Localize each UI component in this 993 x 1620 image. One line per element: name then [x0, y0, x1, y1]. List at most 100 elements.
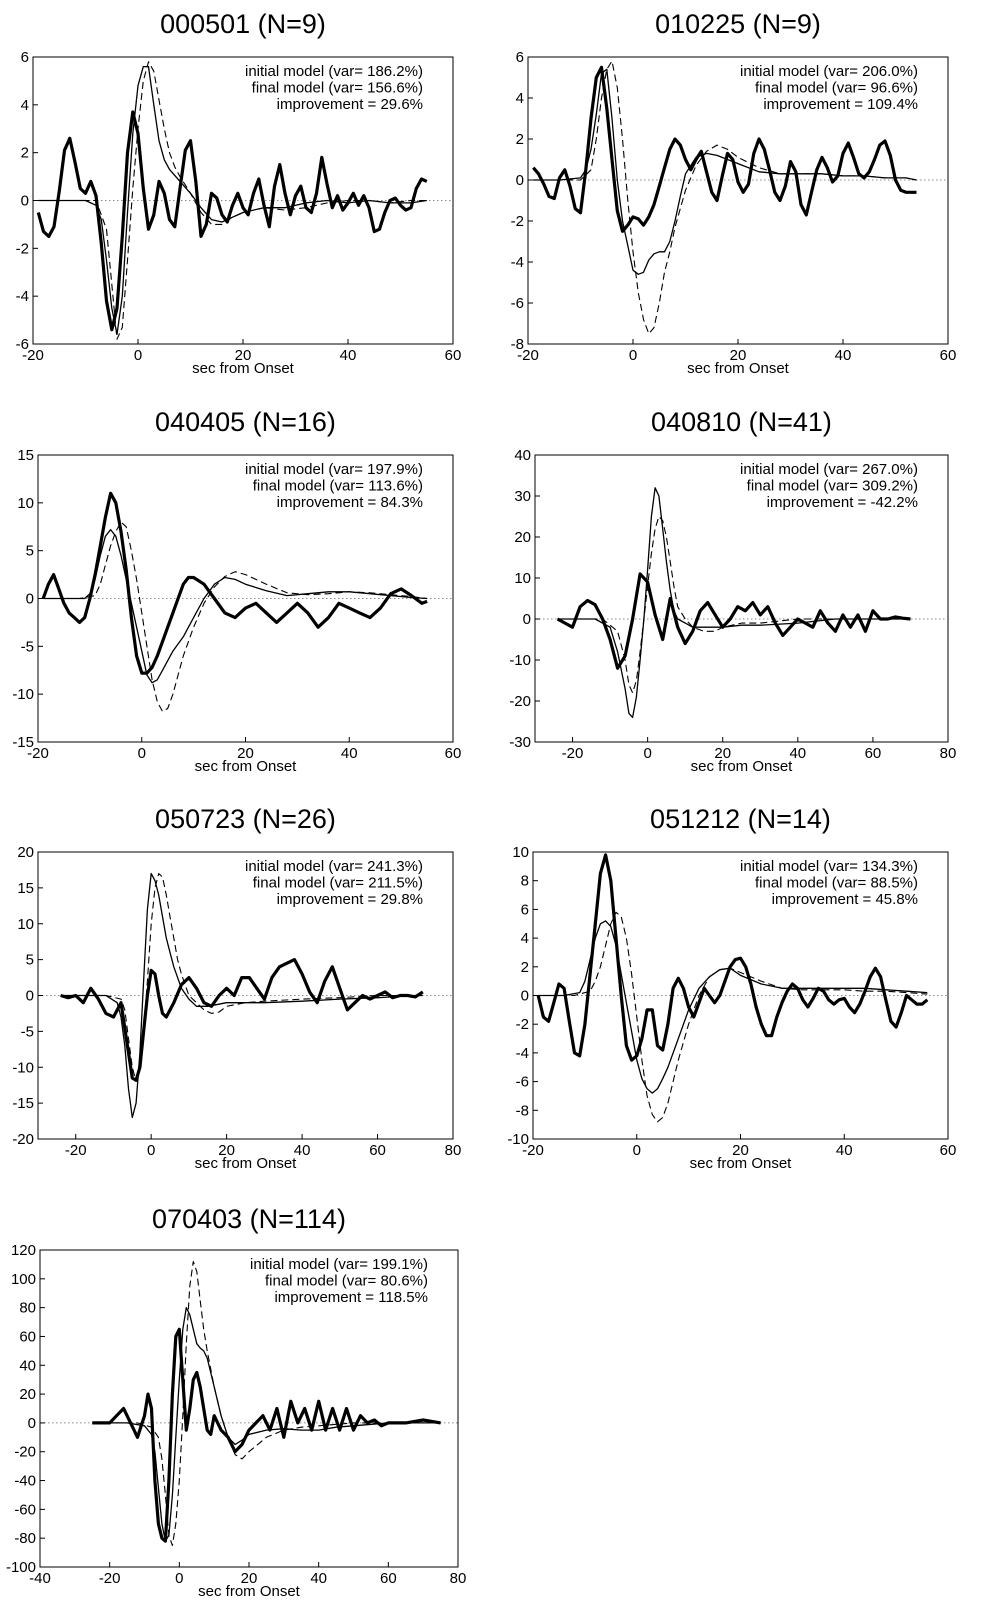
panel-051212: 051212 (N=14) -10 -8 -6 -4 -2 0 2 4 6 8 10 -20 0 20 40 6…: [495, 795, 965, 1195]
series-line-dashed: [557, 515, 911, 694]
y-tick-label: 2: [516, 131, 524, 148]
y-tick-label: 4: [516, 90, 524, 107]
y-tick-label: 40: [514, 447, 531, 464]
series-line-thin: [38, 65, 427, 336]
model-annotation: improvement = 109.4%: [763, 96, 918, 113]
x-tick-label: 0: [147, 1142, 155, 1159]
y-tick-label: 20: [19, 1386, 36, 1403]
chart-040405: 040405 (N=16) -15 -10 -5 0 5 10 15 -20 0 20 40 60 sec…: [12, 407, 461, 775]
y-tick-label: 5: [26, 543, 34, 560]
series-line-dashed: [92, 1260, 441, 1546]
y-tick-label: -6: [16, 336, 29, 353]
y-tick-label: -20: [14, 1444, 36, 1461]
model-annotation: initial model (var= 134.3%): [740, 858, 918, 875]
y-tick-label: -20: [12, 1131, 34, 1148]
y-tick-label: -4: [516, 1045, 529, 1062]
x-tick-label: -20: [562, 745, 584, 762]
y-tick-label: -100: [6, 1559, 36, 1576]
y-tick-label: 8: [521, 873, 529, 890]
x-tick-label: 40: [310, 1570, 327, 1587]
y-tick-label: -10: [12, 1059, 34, 1076]
y-tick-label: -5: [21, 1023, 34, 1040]
x-tick-label: 20: [241, 1570, 258, 1587]
x-tick-label: 20: [730, 347, 747, 364]
y-tick-label: 0: [26, 591, 34, 608]
model-annotation: improvement = -42.2%: [767, 494, 918, 511]
model-annotation: initial model (var= 197.9%): [245, 461, 423, 478]
chart-070403: 070403 (N=114) -100 -80 -60 -40 -20 0 20 40 60 80 1…: [6, 1204, 466, 1600]
y-tick-label: 10: [514, 570, 531, 587]
x-tick-label: 0: [175, 1570, 183, 1587]
y-tick-label: 10: [17, 495, 34, 512]
x-tick-label: -20: [517, 347, 539, 364]
y-tick-label: 10: [17, 916, 34, 933]
model-annotation: final model (var= 211.5%): [253, 875, 423, 892]
y-tick-label: 100: [11, 1271, 36, 1288]
series-line-dashed: [60, 872, 423, 1083]
panel-050723: 050723 (N=26) -20 -15 -10 -5 0 5 10 15 20 -20 0 20 40…: [0, 795, 470, 1195]
x-tick-label: 40: [341, 745, 358, 762]
y-tick-label: 6: [516, 49, 524, 66]
y-tick-label: -10: [507, 1131, 529, 1148]
y-tick-label: -10: [12, 686, 34, 703]
x-tick-label: 60: [369, 1142, 386, 1159]
y-tick-label: 0: [523, 611, 531, 628]
plot-frame: [534, 454, 949, 743]
model-annotation: initial model (var= 267.0%): [740, 461, 918, 478]
x-axis-label: sec from Onset: [192, 360, 295, 377]
x-tick-label: 40: [835, 347, 852, 364]
y-tick-label: 4: [521, 930, 529, 947]
series-line-thin: [43, 528, 428, 684]
x-axis-label: sec from Onset: [691, 758, 794, 775]
y-tick-label: 15: [17, 880, 34, 897]
model-annotation: final model (var= 113.6%): [253, 478, 423, 495]
x-tick-label: 60: [940, 347, 957, 364]
y-tick-label: -15: [12, 734, 34, 751]
model-annotation: initial model (var= 241.3%): [245, 858, 423, 875]
series-line-thin: [533, 68, 917, 275]
model-annotation: improvement = 118.5%: [274, 1289, 428, 1306]
x-tick-label: -20: [522, 1142, 544, 1159]
y-tick-label: 2: [21, 145, 29, 162]
x-tick-label: -40: [29, 1570, 51, 1587]
chart-040810: 040810 (N=41) -30 -20 -10 0 10 20 30 40 -20 0 20 40 6…: [509, 407, 956, 775]
x-tick-label: 40: [294, 1142, 311, 1159]
panel-040810: 040810 (N=41) -30 -20 -10 0 10 20 30 40 -20 0 20 40 6…: [495, 398, 965, 798]
y-tick-label: 4: [21, 97, 29, 114]
series-line-dashed: [533, 60, 917, 335]
series-line-thick: [536, 853, 929, 1062]
chart-title: 040810 (N=41): [651, 407, 832, 437]
series-line-dashed: [43, 521, 428, 712]
x-tick-label: 0: [643, 745, 651, 762]
y-tick-label: 0: [21, 193, 29, 210]
y-tick-label: 6: [521, 901, 529, 918]
model-annotation: improvement = 29.8%: [277, 891, 423, 908]
x-tick-label: -20: [99, 1570, 121, 1587]
y-tick-label: -6: [511, 295, 524, 312]
series-line-thick: [41, 491, 428, 675]
y-tick-label: -40: [14, 1473, 36, 1490]
series-line-thin: [557, 487, 911, 719]
model-annotation: final model (var= 80.6%): [265, 1273, 428, 1290]
x-tick-label: 20: [237, 745, 254, 762]
x-tick-label: 20: [714, 745, 731, 762]
y-tick-label: 2: [521, 959, 529, 976]
y-tick-label: 20: [17, 844, 34, 861]
panel-040405: 040405 (N=16) -15 -10 -5 0 5 10 15 -20 0 20 40 60 sec…: [0, 398, 470, 798]
y-tick-label: 40: [19, 1357, 36, 1374]
x-tick-label: 40: [836, 1142, 853, 1159]
model-annotation: final model (var= 156.6%): [252, 80, 423, 97]
x-axis-label: sec from Onset: [687, 360, 790, 377]
x-axis-label: sec from Onset: [195, 1155, 298, 1172]
y-tick-label: 0: [28, 1415, 36, 1432]
y-tick-label: 0: [521, 988, 529, 1005]
series-line-thin: [92, 1306, 441, 1542]
y-tick-label: 80: [19, 1300, 36, 1317]
model-annotation: improvement = 29.6%: [277, 96, 423, 113]
x-axis-label: sec from Onset: [690, 1155, 793, 1172]
chart-title: 051212 (N=14): [650, 804, 831, 834]
x-tick-label: 60: [380, 1570, 397, 1587]
